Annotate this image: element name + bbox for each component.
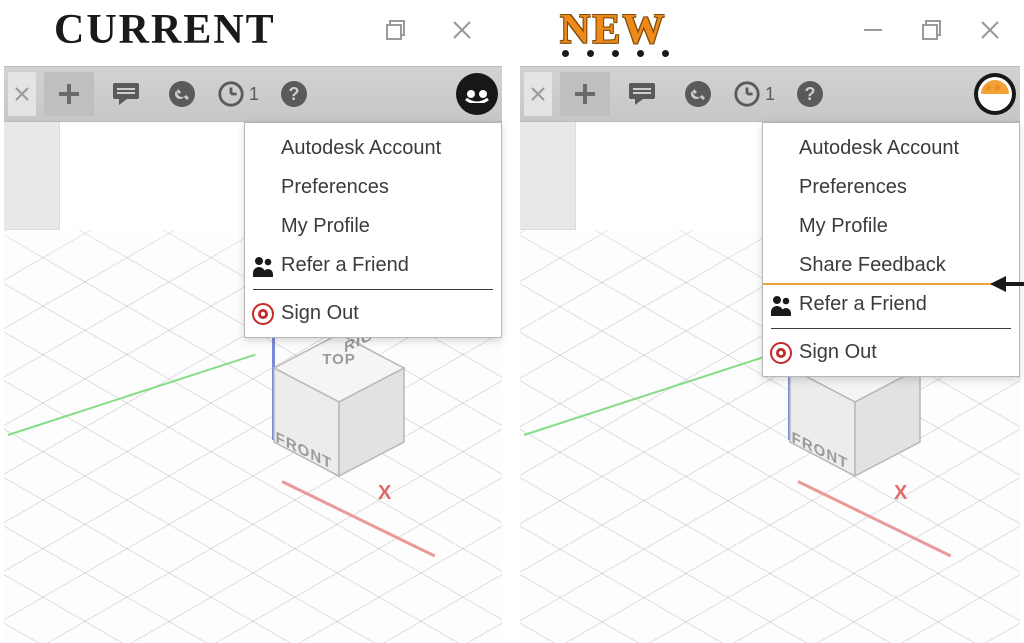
jobs-icon[interactable]: 1 <box>730 72 778 116</box>
close-icon[interactable] <box>978 18 1002 47</box>
menu-divider <box>253 289 493 290</box>
help-icon[interactable]: ? <box>786 72 834 116</box>
jobs-count: 1 <box>765 84 775 105</box>
menu-sign-out[interactable]: Sign Out <box>245 294 501 333</box>
tab-close-icon[interactable] <box>524 72 552 116</box>
jobs-icon[interactable]: 1 <box>214 72 262 116</box>
menu-label: Share Feedback <box>799 254 946 277</box>
panel-new: NEW <box>520 0 1020 643</box>
menu-label: Preferences <box>799 176 907 199</box>
comments-icon[interactable] <box>618 72 666 116</box>
people-icon <box>769 293 793 317</box>
new-tab-button[interactable] <box>560 72 610 116</box>
maximize-icon[interactable] <box>920 18 944 47</box>
menu-refer-friend[interactable]: Refer a Friend <box>245 246 501 285</box>
menu-my-profile[interactable]: My Profile <box>763 207 1019 246</box>
menu-label: My Profile <box>799 215 888 238</box>
wrench-icon[interactable] <box>674 72 722 116</box>
new-tab-button[interactable] <box>44 72 94 116</box>
viewcube-top-label: TOP <box>322 351 356 368</box>
label-new-underline-dots <box>562 50 669 57</box>
menu-label: Autodesk Account <box>799 137 959 160</box>
close-icon[interactable] <box>450 18 474 47</box>
menu-label: My Profile <box>281 215 370 238</box>
panel-current: CURRENT <box>4 0 504 643</box>
svg-text:?: ? <box>289 84 300 104</box>
power-icon <box>251 302 275 326</box>
menu-autodesk-account[interactable]: Autodesk Account <box>245 129 501 168</box>
profile-menu: Autodesk Account Preferences My Profile … <box>762 122 1020 377</box>
menu-my-profile[interactable]: My Profile <box>245 207 501 246</box>
menu-divider <box>771 328 1011 329</box>
comments-icon[interactable] <box>102 72 150 116</box>
menu-label: Refer a Friend <box>799 293 927 316</box>
annotation-arrow <box>990 272 1024 301</box>
menu-label: Preferences <box>281 176 389 199</box>
menu-autodesk-account[interactable]: Autodesk Account <box>763 129 1019 168</box>
power-icon <box>769 341 793 365</box>
toolbar: 1 ? ★★ <box>520 66 1020 122</box>
profile-menu: Autodesk Account Preferences My Profile … <box>244 122 502 338</box>
help-icon[interactable]: ? <box>270 72 318 116</box>
tab-close-icon[interactable] <box>8 72 36 116</box>
toolbar: 1 ? <box>4 66 502 122</box>
side-panel-collapsed <box>4 122 60 230</box>
window-controls-new <box>860 18 1002 47</box>
svg-text:?: ? <box>805 84 816 104</box>
side-panel-collapsed <box>520 122 576 230</box>
jobs-count: 1 <box>249 84 259 105</box>
label-current: CURRENT <box>54 6 276 54</box>
profile-avatar[interactable] <box>456 73 498 115</box>
menu-label: Sign Out <box>281 302 359 325</box>
menu-label: Refer a Friend <box>281 254 409 277</box>
window-controls-current <box>384 18 474 47</box>
menu-label: Autodesk Account <box>281 137 441 160</box>
maximize-icon[interactable] <box>384 18 408 47</box>
menu-share-feedback[interactable]: Share Feedback <box>763 246 1019 285</box>
menu-label: Sign Out <box>799 341 877 364</box>
minimize-icon[interactable] <box>860 18 886 47</box>
label-new: NEW <box>560 6 666 54</box>
menu-preferences[interactable]: Preferences <box>245 168 501 207</box>
viewcube[interactable]: TOP FRONT RIGHT <box>264 326 414 476</box>
menu-sign-out[interactable]: Sign Out <box>763 333 1019 372</box>
wrench-icon[interactable] <box>158 72 206 116</box>
menu-preferences[interactable]: Preferences <box>763 168 1019 207</box>
menu-refer-friend[interactable]: Refer a Friend <box>763 285 1019 324</box>
profile-avatar[interactable]: ★★ <box>974 73 1016 115</box>
people-icon <box>251 254 275 278</box>
